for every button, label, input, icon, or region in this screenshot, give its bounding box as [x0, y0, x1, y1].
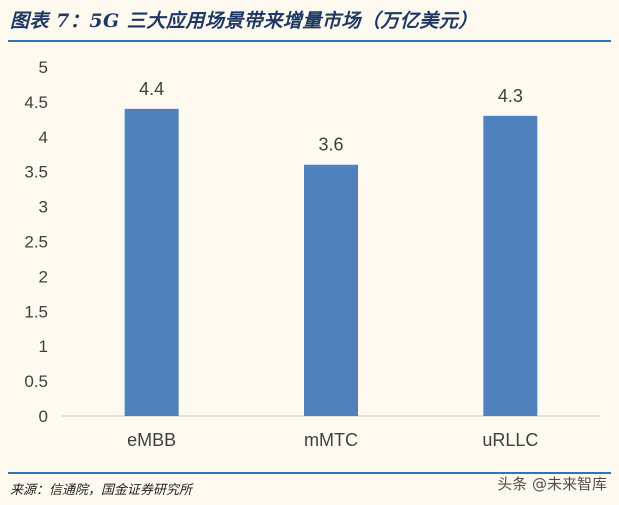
watermark: 头条 @未来智库	[497, 475, 607, 493]
x-tick-label: mMTC	[304, 430, 358, 450]
y-tick-label: 3	[39, 198, 48, 217]
bar-value-label: 4.3	[498, 86, 523, 106]
bars	[124, 108, 538, 417]
y-tick-label: 5	[39, 58, 48, 77]
bar-value-label: 3.6	[318, 135, 343, 155]
y-tick-label: 3.5	[24, 163, 48, 182]
x-tick-label: uRLLC	[482, 430, 538, 450]
bar	[483, 115, 538, 417]
x-axis-labels: eMBB mMTC uRLLC	[127, 430, 538, 450]
bar-chart: 0 0.5 1 1.5 2 2.5 3 3.5 4 4.5 5 4.4 3.6 4.3 eMBB mMTC…	[24, 58, 600, 450]
source-note: 来源：信通院，国金证券研究所	[10, 483, 193, 498]
bar-value-label: 4.4	[139, 79, 164, 99]
bar	[304, 164, 358, 416]
y-tick-label: 4.5	[24, 93, 48, 112]
y-tick-label: 1	[39, 337, 48, 356]
y-tick-label: 4	[39, 128, 48, 147]
y-tick-label: 0.5	[24, 372, 48, 391]
x-tick-label: eMBB	[127, 430, 176, 450]
y-tick-label: 2	[39, 267, 48, 286]
footer-divider	[8, 472, 611, 474]
y-axis-ticks: 0 0.5 1 1.5 2 2.5 3 3.5 4 4.5 5	[24, 58, 48, 426]
y-tick-label: 2.5	[24, 233, 48, 252]
bar	[124, 108, 179, 416]
value-labels: 4.4 3.6 4.3	[139, 79, 523, 155]
chart-title: 图表 7：5G 三大应用场景带来增量市场（万亿美元）	[10, 10, 478, 32]
y-tick-label: 1.5	[24, 302, 48, 321]
title-divider	[8, 40, 611, 42]
y-tick-label: 0	[39, 407, 48, 426]
